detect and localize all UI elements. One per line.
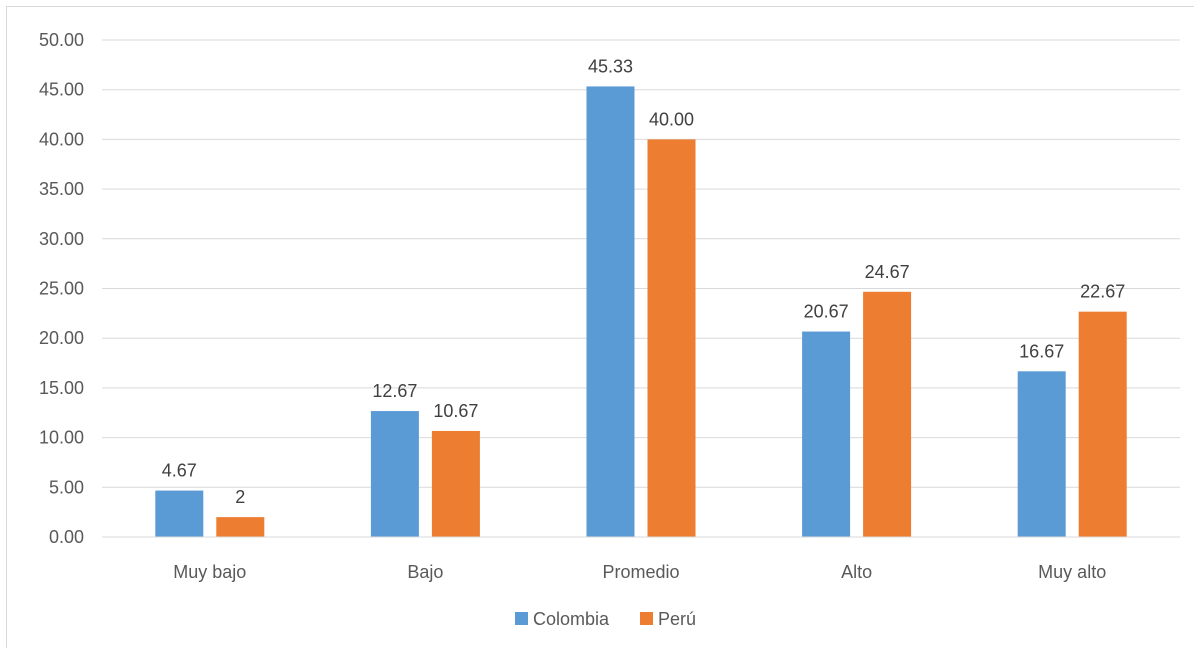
bar-per-0: [216, 517, 265, 537]
y-axis: 0.00 5.00 10.00 15.00 20.00 25.00 30.00 35.00 40…: [39, 30, 84, 547]
bar-per-2: [647, 139, 696, 537]
data-label: 40.00: [649, 109, 694, 129]
bar-per-3: [863, 291, 912, 537]
legend-swatch: [640, 612, 653, 625]
y-tick-label: 10.00: [39, 428, 84, 448]
y-tick-label: 5.00: [49, 477, 84, 497]
bar-colombia-3: [802, 331, 851, 537]
x-tick-label: Muy alto: [1038, 562, 1106, 582]
y-tick-label: 25.00: [39, 279, 84, 299]
y-tick-label: 15.00: [39, 378, 84, 398]
y-tick-label: 40.00: [39, 129, 84, 149]
legend-swatch: [515, 612, 528, 625]
x-tick-label: Muy bajo: [173, 562, 246, 582]
bar-colombia-1: [370, 411, 419, 537]
data-label: 20.67: [804, 302, 849, 322]
data-label: 4.67: [162, 461, 197, 481]
data-label: 45.33: [588, 56, 633, 76]
data-label: 16.67: [1019, 341, 1064, 361]
y-tick-label: 0.00: [49, 527, 84, 547]
x-tick-label: Alto: [841, 562, 872, 582]
x-tick-label: Promedio: [602, 562, 679, 582]
y-tick-label: 30.00: [39, 229, 84, 249]
data-label: 24.67: [865, 262, 910, 282]
legend-label: Perú: [658, 609, 696, 629]
bar-per-4: [1078, 311, 1127, 537]
chart-frame: [6, 6, 1194, 648]
y-tick-label: 45.00: [39, 80, 84, 100]
x-axis: Muy bajo Bajo Promedio Alto Muy alto: [102, 536, 1180, 582]
data-label: 12.67: [372, 381, 417, 401]
bar-per-1: [431, 430, 480, 537]
data-label: 10.67: [433, 401, 478, 421]
legend: Colombia Perú: [515, 609, 696, 629]
y-tick-label: 35.00: [39, 179, 84, 199]
bar-colombia-2: [586, 86, 635, 537]
data-label: 22.67: [1080, 282, 1125, 302]
bar-colombia-0: [155, 490, 204, 537]
y-tick-label: 20.00: [39, 328, 84, 348]
bars: [155, 86, 1127, 537]
y-tick-label: 50.00: [39, 30, 84, 50]
data-labels: 4.67 2 12.67 10.67 45.33 40.00 20.67 24.67 16.67…: [162, 56, 1125, 507]
legend-label: Colombia: [533, 609, 610, 629]
bar-colombia-4: [1017, 371, 1066, 537]
x-tick-label: Bajo: [407, 562, 443, 582]
data-label: 2: [235, 487, 245, 507]
